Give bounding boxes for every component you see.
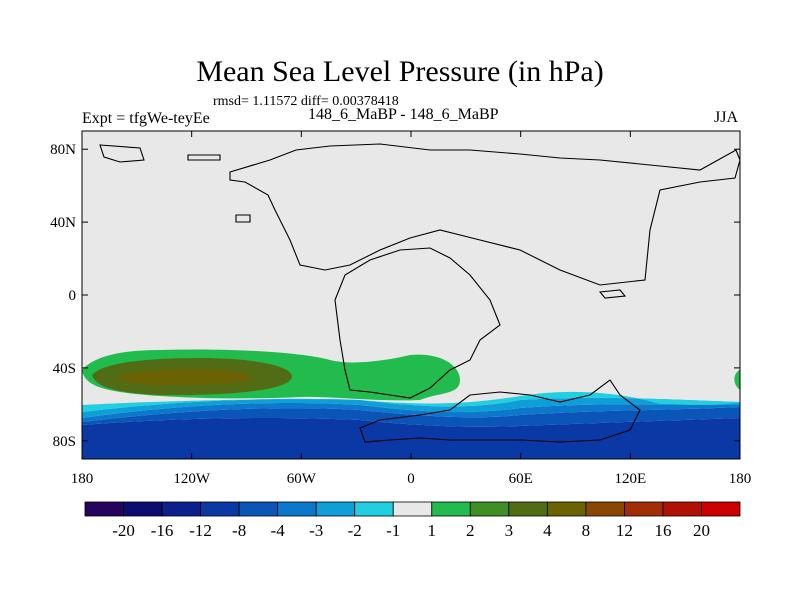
contour-band-light-blue [82, 397, 740, 418]
contour-band-green-east [734, 370, 740, 390]
continent-outlines [99, 143, 740, 443]
colorbar-label: 2 [466, 521, 475, 540]
colorbar-swatch [354, 501, 394, 517]
colorbar-swatch [662, 501, 702, 517]
contour-band-cyan [82, 391, 740, 412]
rmsd-diff-stats: rmsd= 1.11572 diff= 0.00378418 [213, 94, 399, 109]
colorbar-label: -12 [189, 521, 212, 540]
longitude-ticks: 180 120W 60W 0 60E 120E 180 [71, 131, 752, 487]
lon-tick-label: 60E [509, 471, 533, 487]
colorbar-label: -8 [232, 521, 246, 540]
colorbar-swatch [200, 501, 240, 517]
lat-tick-label: 80S [53, 434, 76, 450]
colorbar-swatch [624, 501, 664, 517]
laurasia-outline [229, 143, 740, 286]
colorbar-swatch [701, 501, 741, 517]
island-east-outline [598, 289, 627, 299]
colorbar-swatch [469, 501, 510, 517]
colorbar-swatch [123, 501, 163, 517]
eastern-gondwana-outline [359, 379, 641, 443]
colorbar-label: -2 [348, 521, 362, 540]
colorbar: -20 -16 -12 -8 -4 -3 -2 -1 1 2 3 4 8 12 16 20 [84, 501, 741, 540]
lat-tick-label: 40N [50, 215, 76, 231]
colorbar-swatch [277, 501, 317, 517]
contour-band-mid-blue [82, 402, 740, 422]
colorbar-swatch [392, 501, 433, 517]
latitude-ticks: 80N 40N 0 40S 80S [50, 142, 740, 450]
colorbar-label: -3 [309, 521, 323, 540]
season-label: JJA [714, 109, 739, 126]
lon-tick-label: 120E [614, 471, 646, 487]
colorbar-swatch [238, 501, 279, 517]
colorbar-label: -1 [386, 521, 400, 540]
colorbar-label: 1 [428, 521, 437, 540]
colorbar-swatch [585, 501, 625, 517]
colorbar-swatch [508, 501, 548, 517]
experiment-label: Expt = tfgWe-teyEe [82, 110, 210, 127]
contour-band-blue [82, 407, 740, 427]
lat-tick-label: 0 [69, 288, 77, 304]
colorbar-swatch [431, 501, 471, 517]
gondwana-outline [334, 247, 501, 399]
lon-tick-label: 180 [71, 471, 94, 487]
lat-tick-label: 40S [53, 361, 76, 377]
lon-tick-label: 60W [287, 471, 317, 487]
north-america-outline [99, 144, 145, 163]
lon-tick-label: 180 [729, 471, 752, 487]
colorbar-label: 16 [654, 521, 671, 540]
lat-tick-label: 80N [50, 142, 76, 158]
colorbar-swatch [546, 501, 587, 517]
colorbar-label: -16 [151, 521, 174, 540]
colorbar-swatch [315, 501, 356, 517]
lon-tick-label: 120W [173, 471, 211, 487]
chart-title: Mean Sea Level Pressure (in hPa) [196, 55, 604, 88]
colorbar-swatch [84, 501, 124, 517]
greenland-outline [187, 154, 221, 161]
colorbar-label: 12 [616, 521, 633, 540]
contour-band-brown-core [119, 369, 252, 386]
colorbar-label: 8 [582, 521, 591, 540]
colorbar-label: -20 [112, 521, 135, 540]
lon-tick-label: 0 [407, 471, 415, 487]
island-small-outline [235, 214, 251, 223]
colorbar-label: 4 [543, 521, 552, 540]
comparison-label: 148_6_MaBP - 148_6_MaBP [308, 106, 499, 123]
colorbar-label: 20 [693, 521, 710, 540]
colorbar-label: -4 [271, 521, 286, 540]
colorbar-label: 3 [505, 521, 514, 540]
colorbar-swatch [161, 501, 201, 517]
